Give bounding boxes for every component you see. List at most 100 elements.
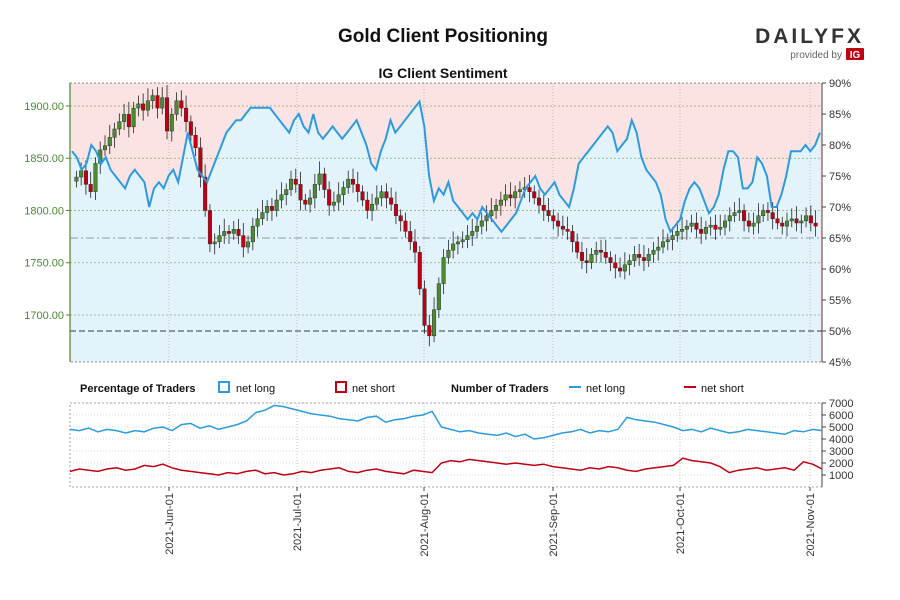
percent-tick-label: 75% <box>829 171 851 183</box>
candle-body <box>403 220 408 232</box>
candle-body <box>532 191 537 199</box>
percent-tick-label: 55% <box>829 295 851 307</box>
candle-body <box>680 229 685 232</box>
candle-body <box>579 252 584 261</box>
candle-body <box>217 235 222 243</box>
candle-body <box>455 241 460 245</box>
candle-body <box>365 199 370 211</box>
candle-body <box>575 241 580 253</box>
candle-body <box>117 121 122 130</box>
candle-body <box>436 283 441 310</box>
candle-body <box>79 170 84 178</box>
candle-body <box>684 225 689 230</box>
candle-body <box>618 267 623 272</box>
candle-body <box>241 235 246 248</box>
logo-brand: DAILYFX <box>755 25 864 48</box>
candle-body <box>155 95 160 109</box>
net-long-line <box>71 99 821 234</box>
candle-body <box>470 231 475 236</box>
candle-body <box>317 173 322 185</box>
candle-body <box>799 220 804 224</box>
price-tick-label: 1700.00 <box>24 310 64 322</box>
count-tick-label: 5000 <box>829 422 853 434</box>
candle-body <box>408 231 413 243</box>
candle-body <box>785 220 790 227</box>
candle-body <box>293 178 298 185</box>
candle-body <box>145 100 150 111</box>
count-tick-label: 6000 <box>829 410 853 422</box>
legend-pct-short-swatch <box>335 381 347 393</box>
candle-body <box>207 210 212 245</box>
count-tick-label: 2000 <box>829 458 853 470</box>
legend-num-short-label: net short <box>701 383 744 395</box>
candle-body <box>646 254 651 261</box>
date-tick-label: 2021-Jun-01 <box>164 493 176 555</box>
legend-pct-short-label: net short <box>352 383 395 395</box>
candle-body <box>212 241 217 245</box>
candle-body <box>765 210 770 213</box>
candle-body <box>351 178 356 185</box>
candle-body <box>742 210 747 222</box>
candle-body <box>713 224 718 230</box>
candle-body <box>727 215 732 222</box>
candle-body <box>298 184 303 201</box>
candle-body <box>537 197 542 206</box>
candle-body <box>336 194 341 203</box>
percent-tick-label: 70% <box>829 202 851 214</box>
candle-body <box>422 288 427 326</box>
candle-body <box>346 178 351 188</box>
candle-body <box>360 191 365 201</box>
candle-body <box>417 252 422 290</box>
candle-body <box>656 246 661 251</box>
candle-body <box>789 218 794 222</box>
legend-pct-title: Percentage of Traders <box>80 383 196 395</box>
x-axis: 2021-Jun-01 2021-Jul-01 2021-Aug-01 2021-Se… <box>164 487 817 557</box>
candle-body <box>603 252 608 258</box>
candle-body <box>355 184 360 192</box>
candle-body <box>794 218 799 224</box>
candle-body <box>136 103 141 109</box>
candle-body <box>269 206 274 211</box>
candle-body <box>179 100 184 109</box>
candle-body <box>374 197 379 205</box>
candle-body <box>708 224 713 228</box>
candle-body <box>460 239 465 243</box>
candle-body <box>427 325 432 337</box>
candle-body <box>160 97 165 109</box>
candle-body <box>565 229 570 232</box>
ig-logo-badge <box>846 48 864 60</box>
candle-body <box>732 212 737 216</box>
candle-body <box>284 189 289 196</box>
candle-body <box>670 235 675 240</box>
candle-body <box>804 215 809 222</box>
candle-body <box>703 227 708 234</box>
candle-body <box>517 189 522 192</box>
date-tick-label: 2021-Jul-01 <box>292 493 304 551</box>
candle-body <box>780 222 785 227</box>
candle-body <box>584 260 589 263</box>
candle-body <box>74 176 79 182</box>
candle-body <box>303 199 308 205</box>
candle-body <box>446 249 451 258</box>
count-net-long-line <box>69 404 823 440</box>
legend-pct-long-swatch <box>218 381 230 393</box>
logo-partner: IG <box>850 50 861 61</box>
candle-body <box>503 194 508 201</box>
date-tick-label: 2021-Nov-01 <box>805 493 817 557</box>
candle-body <box>641 257 646 261</box>
candle-body <box>775 218 780 224</box>
candle-body <box>184 107 189 122</box>
count-tick-label: 7000 <box>829 398 853 410</box>
candle-body <box>451 243 456 251</box>
candle-body <box>236 229 241 236</box>
candle-body <box>246 241 251 248</box>
candle-body <box>761 210 766 216</box>
candle-body <box>484 215 489 222</box>
candle-body <box>808 215 813 224</box>
price-tick-label: 1750.00 <box>24 258 64 270</box>
legend-pct-long-label: net long <box>236 383 275 395</box>
candle-body <box>599 249 604 253</box>
candle-body <box>465 235 470 240</box>
candle-body <box>546 210 551 216</box>
